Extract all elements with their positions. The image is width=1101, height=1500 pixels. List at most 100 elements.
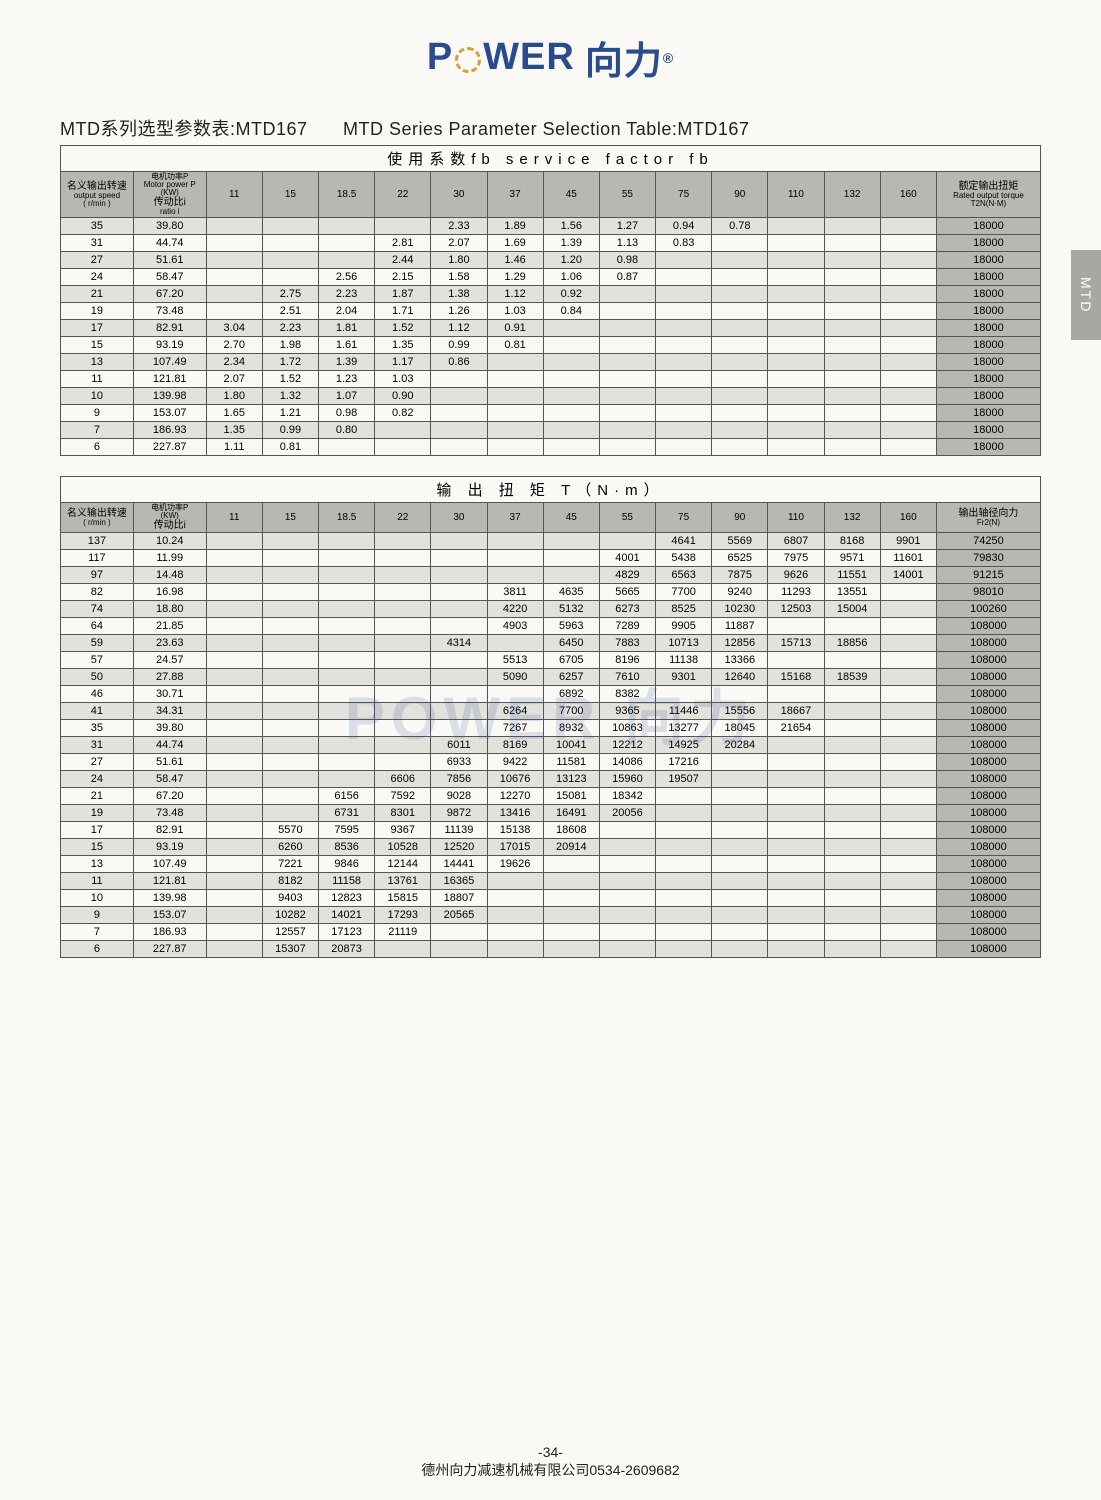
- cell-ratio: 73.48: [133, 303, 206, 320]
- cell-value: [880, 235, 936, 252]
- cell-value: [319, 439, 375, 456]
- table-row: 2751.6169339422115811408617216108000: [61, 754, 1041, 771]
- cell-value: [768, 439, 824, 456]
- cell-value: [319, 669, 375, 686]
- cell-ratio: 227.87: [133, 439, 206, 456]
- cell-value: 7592: [375, 788, 431, 805]
- cell-value: [880, 286, 936, 303]
- cell-value: 8525: [656, 601, 712, 618]
- cell-value: [712, 924, 768, 941]
- cell-value: 8196: [599, 652, 655, 669]
- cell-value: [712, 388, 768, 405]
- cell-value: [824, 754, 880, 771]
- col-power: 22: [375, 503, 431, 533]
- cell-value: [880, 252, 936, 269]
- cell-value: 6563: [656, 567, 712, 584]
- cell-value: 18856: [824, 635, 880, 652]
- cell-value: [599, 907, 655, 924]
- cell-value: 1.58: [431, 269, 487, 286]
- table-row: 9153.071.651.210.980.8218000: [61, 405, 1041, 422]
- cell-value: [543, 320, 599, 337]
- cell-value: [880, 686, 936, 703]
- cell-value: [375, 567, 431, 584]
- cell-value: 7700: [543, 703, 599, 720]
- cell-value: [262, 754, 318, 771]
- cell-value: [768, 924, 824, 941]
- cell-value: 9365: [599, 703, 655, 720]
- cell-value: 5665: [599, 584, 655, 601]
- cell-value: 1.61: [319, 337, 375, 354]
- table-row: 3144.74601181691004112212149252028410800…: [61, 737, 1041, 754]
- col-power: 110: [768, 172, 824, 218]
- table-row: 1593.19626085361052812520170152091410800…: [61, 839, 1041, 856]
- cell-last: 18000: [936, 218, 1040, 235]
- cell-value: [656, 439, 712, 456]
- cell-value: 15960: [599, 771, 655, 788]
- cell-value: 0.98: [319, 405, 375, 422]
- cell-value: [375, 439, 431, 456]
- cell-value: [543, 907, 599, 924]
- cell-value: [543, 567, 599, 584]
- cell-last: 18000: [936, 388, 1040, 405]
- cell-value: [824, 371, 880, 388]
- cell-value: [206, 941, 262, 958]
- cell-value: [712, 269, 768, 286]
- cell-value: 1.06: [543, 269, 599, 286]
- cell-value: 1.07: [319, 388, 375, 405]
- cell-value: [543, 856, 599, 873]
- cell-value: [319, 737, 375, 754]
- cell-value: [768, 388, 824, 405]
- cell-value: [487, 371, 543, 388]
- footer: -34- 德州向力减速机械有限公司0534-2609682: [0, 1444, 1101, 1480]
- cell-speed: 31: [61, 737, 134, 754]
- cell-ratio: 107.49: [133, 354, 206, 371]
- cell-value: 0.84: [543, 303, 599, 320]
- col-power: 110: [768, 503, 824, 533]
- cell-value: [824, 737, 880, 754]
- cell-value: [431, 584, 487, 601]
- cell-value: [319, 703, 375, 720]
- cell-value: 1.39: [543, 235, 599, 252]
- cell-value: 9301: [656, 669, 712, 686]
- cell-value: 1.65: [206, 405, 262, 422]
- cell-value: 0.82: [375, 405, 431, 422]
- cell-value: [712, 839, 768, 856]
- cell-last: 108000: [936, 822, 1040, 839]
- cell-value: [880, 388, 936, 405]
- cell-value: [206, 584, 262, 601]
- col-power: 11: [206, 503, 262, 533]
- cell-value: 8932: [543, 720, 599, 737]
- cell-speed: 74: [61, 601, 134, 618]
- cell-value: 9240: [712, 584, 768, 601]
- cell-speed: 17: [61, 822, 134, 839]
- cell-value: [656, 337, 712, 354]
- cell-value: [656, 805, 712, 822]
- cell-value: [656, 873, 712, 890]
- logo-cn: 向力: [585, 30, 663, 85]
- cell-speed: 7: [61, 924, 134, 941]
- cell-ratio: 139.98: [133, 890, 206, 907]
- gear-icon: [455, 47, 481, 73]
- cell-value: [375, 422, 431, 439]
- cell-value: 7221: [262, 856, 318, 873]
- cell-value: [880, 405, 936, 422]
- cell-value: [768, 405, 824, 422]
- table-row: 11121.818182111581376116365108000: [61, 873, 1041, 890]
- cell-speed: 24: [61, 269, 134, 286]
- cell-speed: 13: [61, 856, 134, 873]
- cell-value: [768, 371, 824, 388]
- cell-value: [262, 805, 318, 822]
- cell-speed: 9: [61, 405, 134, 422]
- cell-value: [712, 822, 768, 839]
- cell-value: [543, 405, 599, 422]
- cell-value: 10713: [656, 635, 712, 652]
- cell-last: 108000: [936, 907, 1040, 924]
- cell-value: 6011: [431, 737, 487, 754]
- cell-value: [319, 635, 375, 652]
- cell-value: [880, 269, 936, 286]
- cell-value: 11581: [543, 754, 599, 771]
- cell-value: [206, 252, 262, 269]
- cell-value: [206, 873, 262, 890]
- cell-value: [262, 584, 318, 601]
- cell-value: [543, 890, 599, 907]
